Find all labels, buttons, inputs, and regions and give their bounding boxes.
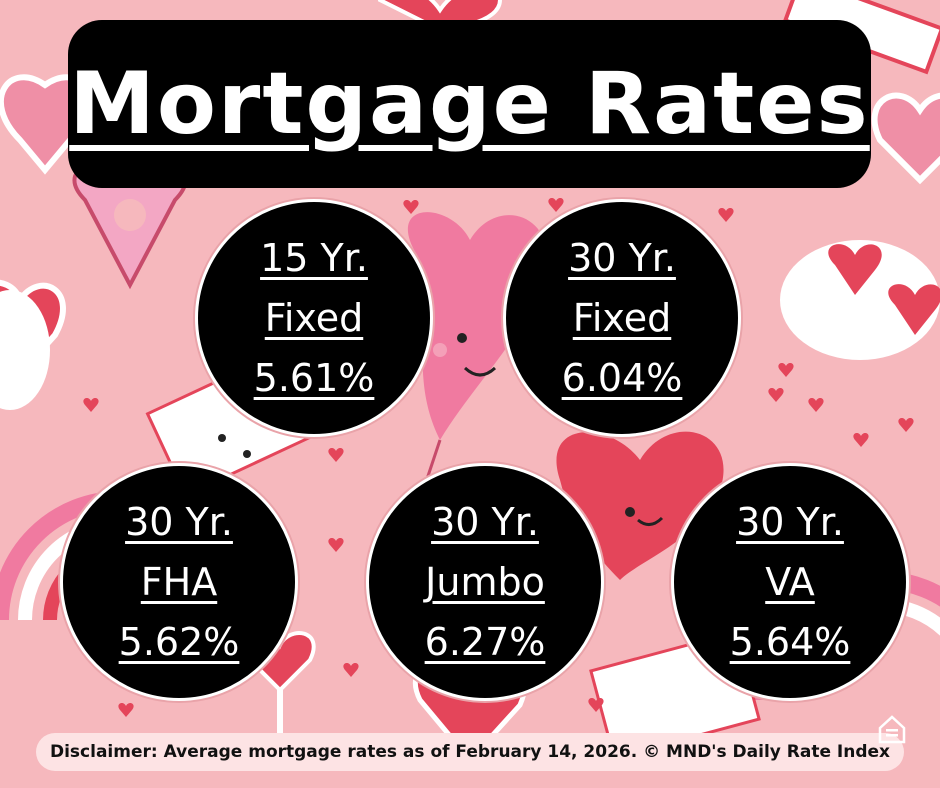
rate-circle-30yr-fixed: 30 Yr. Fixed 6.04% bbox=[503, 199, 741, 437]
rate-value: 5.62% bbox=[118, 620, 240, 664]
rate-circle-15yr-fixed: 15 Yr. Fixed 5.61% bbox=[195, 199, 433, 437]
heart-icon bbox=[871, 92, 940, 185]
equal-housing-logo-icon bbox=[878, 715, 906, 744]
rate-term: 30 Yr. bbox=[568, 236, 676, 280]
rate-type: FHA bbox=[140, 560, 218, 604]
heart-icon bbox=[556, 431, 724, 580]
rate-term: 30 Yr. bbox=[431, 500, 539, 544]
rate-circle-30yr-fha: 30 Yr. FHA 5.62% bbox=[60, 463, 298, 701]
page-title: Mortgage Rates bbox=[69, 54, 870, 154]
rate-type: Fixed bbox=[572, 296, 672, 340]
rate-term: 30 Yr. bbox=[736, 500, 844, 544]
rate-circle-30yr-va: 30 Yr. VA 5.64% bbox=[671, 463, 909, 701]
rate-type: Fixed bbox=[264, 296, 364, 340]
rate-term: 30 Yr. bbox=[125, 500, 233, 544]
disclaimer: Disclaimer: Average mortgage rates as of… bbox=[36, 733, 904, 771]
heart-icon bbox=[83, 198, 914, 717]
title-banner: Mortgage Rates bbox=[68, 20, 871, 188]
rate-circle-30yr-jumbo: 30 Yr. Jumbo 6.27% bbox=[366, 463, 604, 701]
rate-type: VA bbox=[765, 560, 815, 604]
rate-value: 5.64% bbox=[729, 620, 851, 664]
rate-type: Jumbo bbox=[425, 560, 545, 604]
heart-sunglasses-icon bbox=[780, 240, 940, 360]
rate-value: 6.27% bbox=[424, 620, 546, 664]
rate-term: 15 Yr. bbox=[260, 236, 368, 280]
heart-icon bbox=[0, 290, 50, 410]
rate-value: 5.61% bbox=[253, 356, 375, 400]
rate-value: 6.04% bbox=[561, 356, 683, 400]
